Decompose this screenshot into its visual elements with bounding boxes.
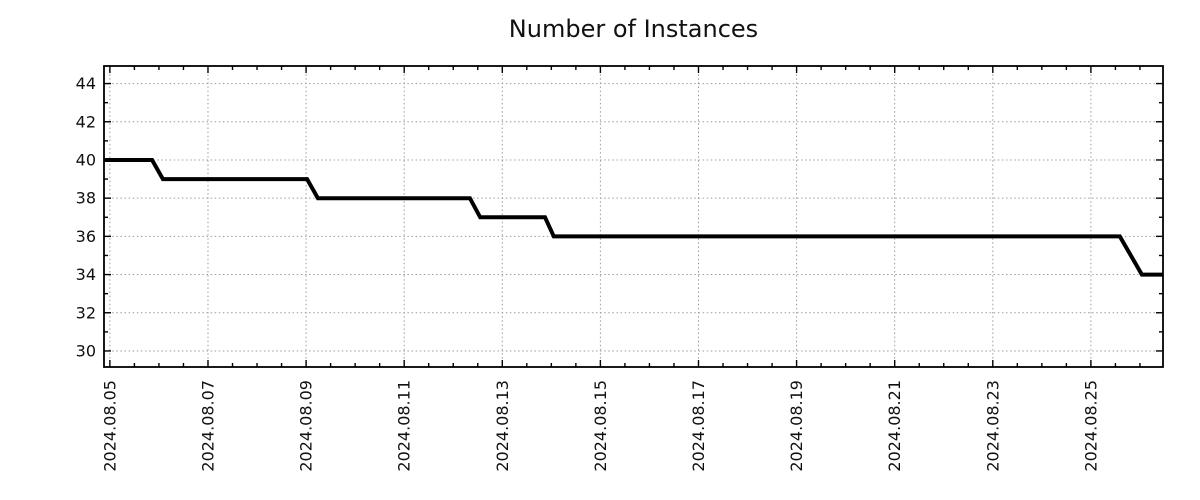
x-tick-label: 2024.08.05 <box>100 380 119 472</box>
x-tick-label: 2024.08.23 <box>983 380 1002 472</box>
chart-title: Number of Instances <box>508 15 759 43</box>
x-tick-label: 2024.08.13 <box>493 380 512 472</box>
y-tick-label: 40 <box>76 150 96 169</box>
x-tick-label: 2024.08.07 <box>198 380 217 472</box>
data-series-line <box>104 158 1163 277</box>
x-tick-label: 2024.08.17 <box>689 380 708 472</box>
y-tick-label: 44 <box>76 74 96 93</box>
y-tick-label: 42 <box>76 112 96 131</box>
y-tick-label: 34 <box>76 265 96 284</box>
plot-border <box>103 65 1164 368</box>
y-tick-label: 36 <box>76 227 96 246</box>
y-tick-label: 38 <box>76 189 96 208</box>
x-tick-label: 2024.08.25 <box>1081 380 1100 472</box>
x-tick-label: 2024.08.11 <box>395 380 414 472</box>
x-tick-label: 2024.08.21 <box>885 380 904 472</box>
x-tick-label: 2024.08.19 <box>787 380 806 472</box>
x-tick-label: 2024.08.09 <box>297 380 316 472</box>
x-tick-label: 2024.08.15 <box>591 380 610 472</box>
y-tick-label: 30 <box>76 341 96 360</box>
y-tick-label: 32 <box>76 303 96 322</box>
